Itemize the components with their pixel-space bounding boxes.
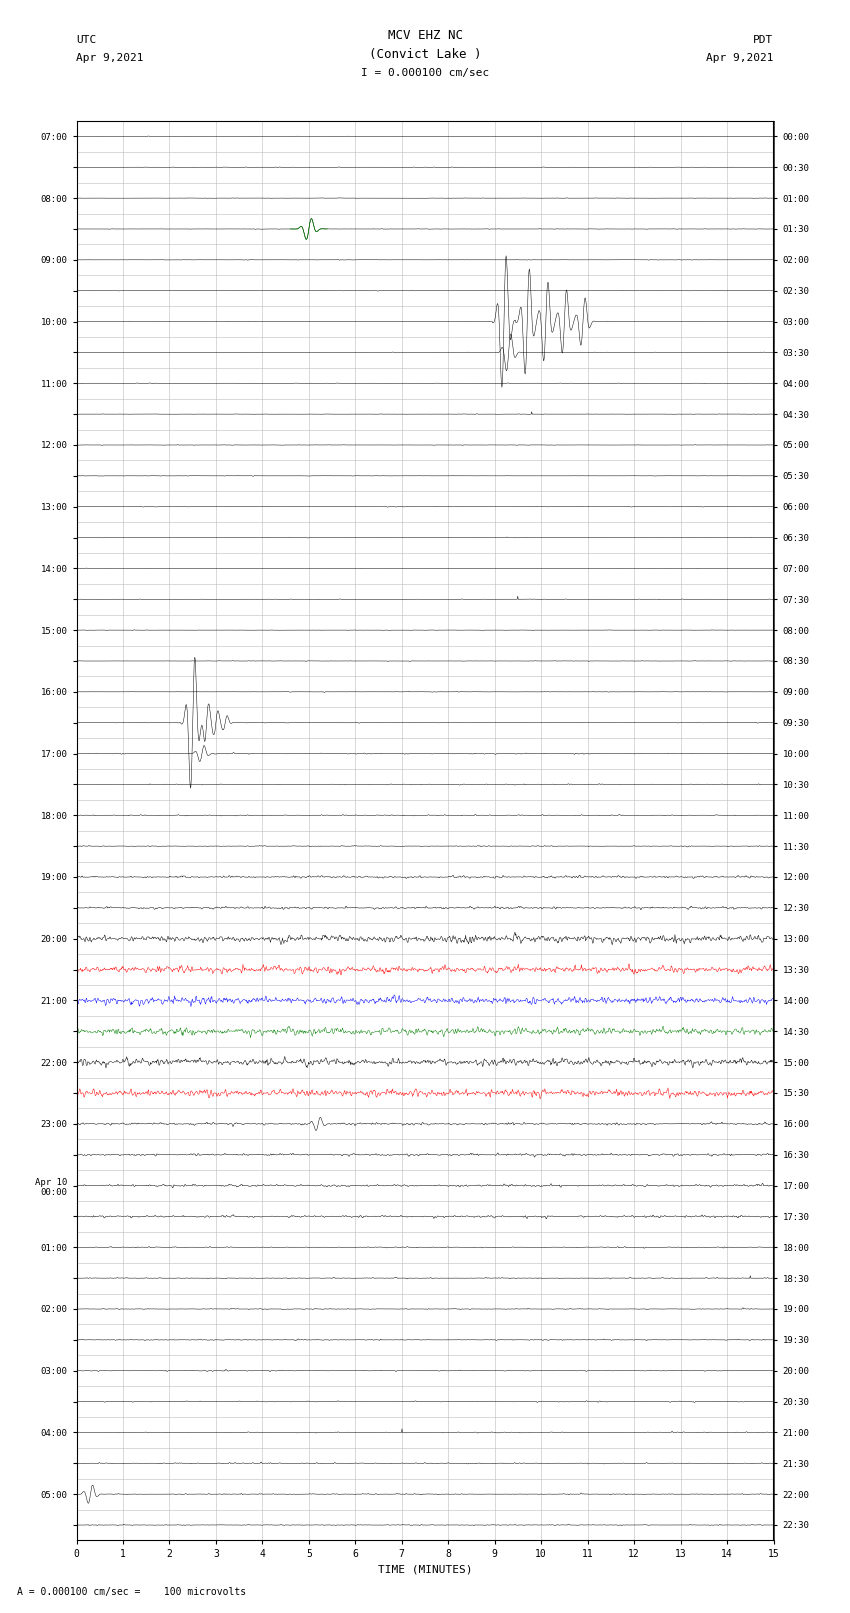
Text: A = 0.000100 cm/sec =    100 microvolts: A = 0.000100 cm/sec = 100 microvolts xyxy=(17,1587,246,1597)
Text: Apr 9,2021: Apr 9,2021 xyxy=(706,53,774,63)
Text: (Convict Lake ): (Convict Lake ) xyxy=(369,48,481,61)
X-axis label: TIME (MINUTES): TIME (MINUTES) xyxy=(377,1565,473,1574)
Text: I = 0.000100 cm/sec: I = 0.000100 cm/sec xyxy=(361,68,489,77)
Text: MCV EHZ NC: MCV EHZ NC xyxy=(388,29,462,42)
Text: PDT: PDT xyxy=(753,35,774,45)
Text: UTC: UTC xyxy=(76,35,97,45)
Text: Apr 9,2021: Apr 9,2021 xyxy=(76,53,144,63)
